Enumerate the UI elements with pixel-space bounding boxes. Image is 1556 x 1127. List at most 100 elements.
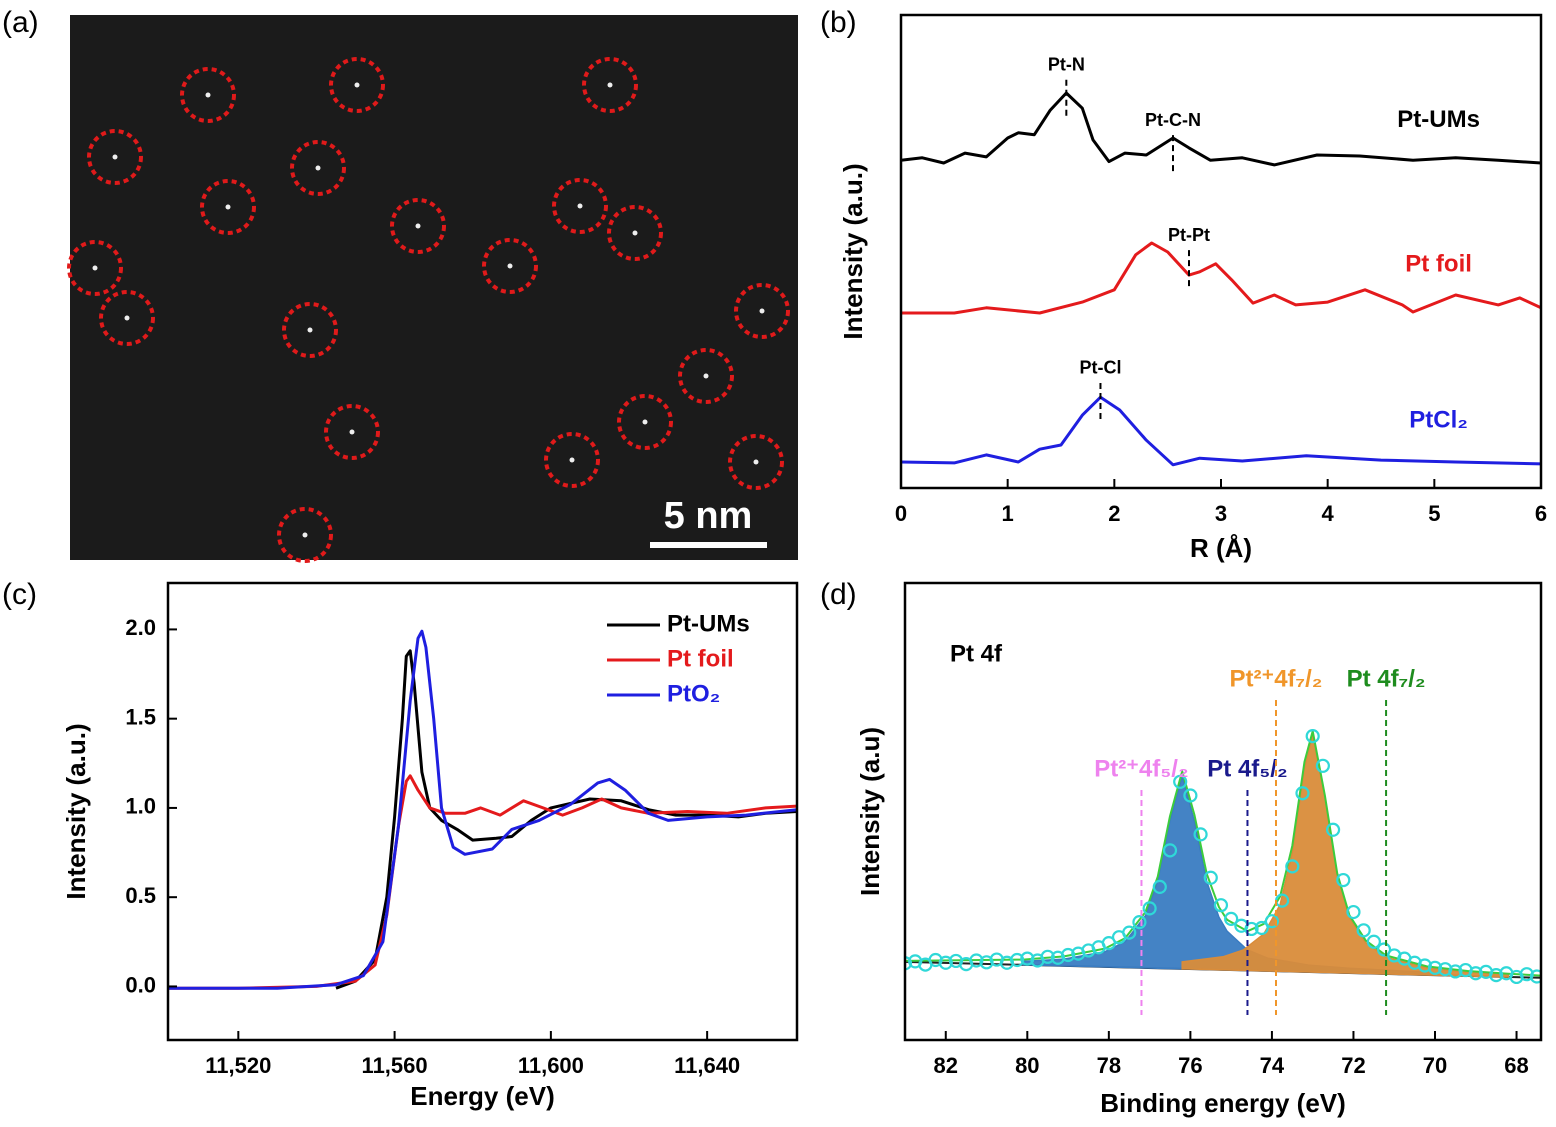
legend-label: Pt-UMs bbox=[667, 610, 750, 637]
atom-marker bbox=[617, 394, 673, 450]
series-line bbox=[335, 649, 797, 990]
atom-marker bbox=[67, 240, 123, 296]
data-point bbox=[905, 956, 913, 971]
atom-marker bbox=[728, 434, 784, 490]
annotation-label: Pt-Cl bbox=[1079, 358, 1121, 378]
data-point bbox=[1285, 859, 1300, 874]
inset-label: Pt 4f bbox=[950, 640, 1003, 667]
atom-marker bbox=[277, 507, 333, 563]
atom-marker bbox=[390, 198, 446, 254]
data-point bbox=[1203, 870, 1218, 885]
data-point bbox=[1244, 921, 1259, 937]
x-tick-label: 76 bbox=[1178, 1053, 1202, 1078]
data-point bbox=[1213, 898, 1229, 913]
data-point bbox=[1183, 788, 1198, 803]
x-axis-label: Binding energy (eV) bbox=[1100, 1088, 1346, 1118]
atom-marker bbox=[329, 57, 385, 113]
scale-bar-label: 5 nm bbox=[664, 495, 753, 537]
x-tick-label: 80 bbox=[1015, 1053, 1039, 1078]
y-axis-label: Intensity (a.u.) bbox=[61, 723, 91, 899]
panel-label: (a) bbox=[2, 6, 39, 39]
atom-marker bbox=[99, 290, 155, 346]
data-point bbox=[1101, 936, 1116, 951]
panel-label: (b) bbox=[820, 6, 857, 39]
plot-area bbox=[905, 728, 1541, 985]
atom-marker bbox=[582, 57, 638, 113]
atom-dot bbox=[703, 373, 709, 379]
atom-dot bbox=[349, 429, 355, 435]
data-point bbox=[1224, 911, 1239, 926]
x-tick-label: 72 bbox=[1341, 1053, 1365, 1078]
data-point bbox=[1336, 872, 1351, 888]
legend-label: PtO₂ bbox=[667, 680, 720, 707]
series-line bbox=[901, 395, 1541, 467]
data-point bbox=[1254, 920, 1269, 936]
y-axis-label: Intensity (a.u) bbox=[855, 727, 885, 896]
x-tick-label: 11,520 bbox=[205, 1053, 271, 1078]
plot-area bbox=[901, 91, 1541, 467]
y-tick-label: 1.5 bbox=[125, 704, 156, 729]
atom-dot bbox=[632, 230, 638, 236]
atom-marker bbox=[200, 179, 256, 235]
data-point bbox=[1060, 947, 1076, 963]
data-point bbox=[1346, 904, 1361, 920]
data-point bbox=[1020, 951, 1035, 966]
x-tick-label: 3 bbox=[1215, 501, 1227, 526]
atom-dot bbox=[642, 419, 648, 425]
x-tick-label: 4 bbox=[1322, 501, 1335, 526]
y-tick-label: 0.5 bbox=[125, 883, 156, 908]
annotation-label: Pt 4f₅/₂ bbox=[1207, 755, 1287, 782]
y-tick-label: 2.0 bbox=[125, 615, 156, 640]
plot-area bbox=[168, 629, 797, 990]
series-line bbox=[168, 629, 797, 990]
y-tick-label: 0.0 bbox=[125, 972, 156, 997]
atom-marker bbox=[324, 404, 380, 460]
atom-dot bbox=[415, 223, 421, 229]
panel-label: (d) bbox=[820, 578, 857, 611]
data-point bbox=[969, 953, 984, 968]
data-point bbox=[1448, 964, 1463, 979]
data-point bbox=[1040, 949, 1055, 964]
annotation-label: Pt²⁺4f₇/₂ bbox=[1230, 665, 1323, 692]
plot-frame bbox=[903, 581, 1543, 1042]
data-point bbox=[1438, 962, 1453, 977]
x-tick-label: 11,600 bbox=[518, 1053, 584, 1078]
annotation-label: Pt-N bbox=[1048, 55, 1085, 75]
data-point bbox=[1376, 942, 1392, 957]
x-axis-label: Energy (eV) bbox=[410, 1081, 555, 1111]
atom-marker bbox=[290, 140, 346, 196]
series-line bbox=[901, 241, 1541, 315]
x-axis-label: R (Å) bbox=[1190, 533, 1252, 563]
data-point bbox=[1305, 728, 1320, 744]
x-tick-label: 6 bbox=[1535, 501, 1547, 526]
atom-dot bbox=[569, 457, 575, 463]
atom-marker bbox=[678, 348, 734, 404]
x-tick-label: 11,560 bbox=[362, 1053, 428, 1078]
x-tick-label: 70 bbox=[1423, 1053, 1447, 1078]
data-point bbox=[1529, 969, 1541, 984]
atom-marker bbox=[482, 238, 538, 294]
legend-label: Pt foil bbox=[667, 645, 734, 672]
plot-frame bbox=[899, 13, 1543, 490]
x-tick-label: 78 bbox=[1097, 1053, 1121, 1078]
annotation-label: Pt²⁺4f₅/₂ bbox=[1094, 755, 1188, 782]
annotation-label: Pt-Pt bbox=[1168, 225, 1210, 245]
data-point bbox=[1152, 879, 1167, 895]
data-point bbox=[1142, 901, 1157, 916]
atom-marker bbox=[552, 178, 608, 234]
panel: (b) R (Å) Intensity (a.u.) 0 1 2 3 4 5 6 Pt-UMs Pt … bbox=[820, 6, 1547, 563]
y-axis-label: Intensity (a.u.) bbox=[838, 163, 868, 339]
data-point bbox=[1010, 952, 1025, 968]
data-point bbox=[1417, 958, 1432, 973]
micrograph-image bbox=[70, 15, 798, 560]
series-line bbox=[901, 91, 1541, 167]
data-point bbox=[1468, 966, 1483, 981]
data-point bbox=[1162, 843, 1178, 858]
x-tick-label: 68 bbox=[1504, 1053, 1528, 1078]
x-tick-label: 11,640 bbox=[674, 1053, 740, 1078]
atom-marker bbox=[282, 302, 338, 358]
atom-marker bbox=[544, 432, 600, 488]
data-point bbox=[1122, 925, 1137, 940]
atom-dot bbox=[607, 82, 613, 88]
